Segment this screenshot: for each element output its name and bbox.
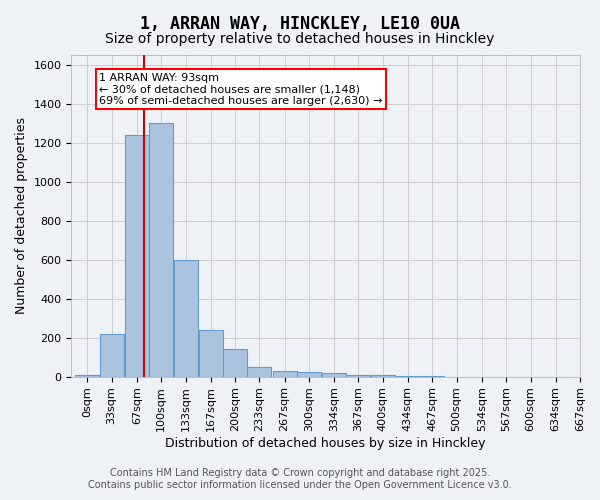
Bar [173,260,197,376]
Bar [75,375,99,376]
Bar [100,334,124,376]
Bar [322,373,346,376]
Bar [272,371,296,376]
Bar [297,372,321,376]
Bar [371,375,395,376]
Text: 1, ARRAN WAY, HINCKLEY, LE10 0UA: 1, ARRAN WAY, HINCKLEY, LE10 0UA [140,15,460,33]
Text: Contains HM Land Registry data © Crown copyright and database right 2025.
Contai: Contains HM Land Registry data © Crown c… [88,468,512,490]
Bar [247,367,271,376]
Bar [223,350,247,376]
Text: 1 ARRAN WAY: 93sqm
← 30% of detached houses are smaller (1,148)
69% of semi-deta: 1 ARRAN WAY: 93sqm ← 30% of detached hou… [100,72,383,106]
X-axis label: Distribution of detached houses by size in Hinckley: Distribution of detached houses by size … [166,437,486,450]
Bar [125,135,149,376]
Text: Size of property relative to detached houses in Hinckley: Size of property relative to detached ho… [106,32,494,46]
Bar [199,330,223,376]
Bar [346,375,370,376]
Y-axis label: Number of detached properties: Number of detached properties [15,118,28,314]
Bar [149,123,173,376]
